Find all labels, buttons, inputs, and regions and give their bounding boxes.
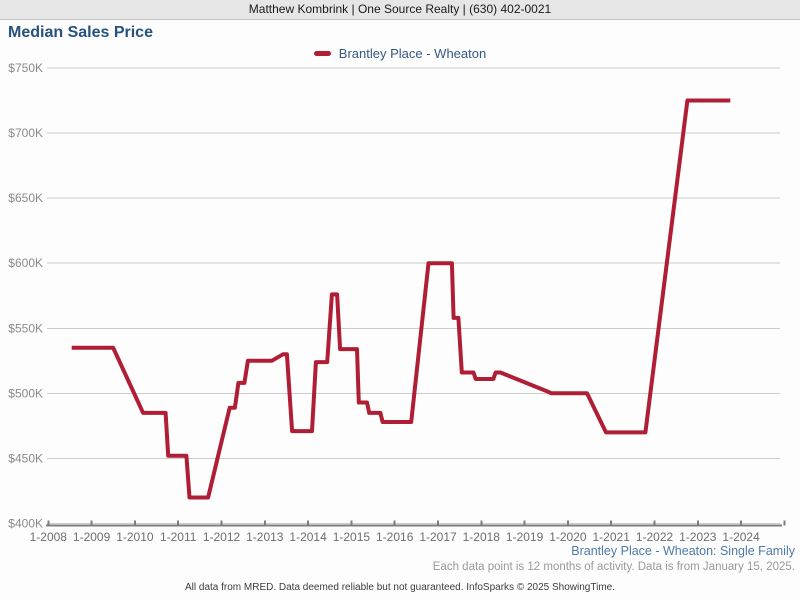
legend-line-swatch [313, 50, 331, 56]
legend-item-brantley-place-wheaton[interactable]: Brantley Place - Wheaton [0, 45, 800, 61]
x-tick-label: 1-2019 [506, 530, 544, 544]
data-period-footnote: Each data point is 12 months of activity… [432, 561, 795, 573]
x-tick-label: 1-2009 [73, 530, 111, 544]
y-tick-label: $550K [8, 321, 43, 335]
y-axis-labels: $750K $700K $650K $600K $550K $500K $450K $400K [8, 61, 43, 530]
x-tick-label: 1-2022 [636, 530, 674, 544]
series-footnote: Brantley Place - Wheaton: Single Family [571, 544, 795, 558]
x-tick-label: 1-2013 [246, 530, 284, 544]
y-tick-label: $400K [8, 516, 43, 530]
x-tick-label: 1-2016 [376, 530, 414, 544]
x-axis [46, 520, 786, 527]
x-tick-label: 1-2020 [549, 530, 587, 544]
y-tick-label: $500K [8, 386, 43, 400]
y-tick-label: $600K [8, 256, 43, 270]
y-tick-label: $450K [8, 451, 43, 465]
x-tick-label: 1-2024 [722, 530, 760, 544]
x-axis-labels: 1-2008 1-2009 1-2010 1-2011 1-2012 1-2013 1-20… [30, 530, 760, 544]
x-tick-label: 1-2008 [30, 530, 68, 544]
page-title: Median Sales Price [8, 24, 153, 41]
x-tick-label: 1-2017 [419, 530, 457, 544]
x-tick-label: 1-2015 [333, 530, 371, 544]
y-tick-label: $700K [8, 126, 43, 140]
x-tick-label: 1-2011 [160, 530, 197, 544]
x-tick-label: 1-2014 [289, 530, 327, 544]
header-bar: Matthew Kombrink | One Source Realty | (… [0, 0, 800, 20]
series-line-brantley-place-wheaton[interactable] [71, 98, 731, 500]
agent-contact-info: Matthew Kombrink | One Source Realty | (… [248, 2, 552, 16]
y-tick-label: $750K [8, 61, 43, 75]
x-tick-label: 1-2010 [116, 530, 154, 544]
x-tick-label: 1-2023 [679, 530, 717, 544]
disclaimer-footnote: All data from MRED. Data deemed reliable… [184, 582, 615, 593]
x-tick-label: 1-2018 [463, 530, 501, 544]
y-tick-label: $650K [8, 191, 43, 205]
legend-label: Brantley Place - Wheaton [338, 45, 487, 61]
x-tick-label: 1-2021 [593, 530, 631, 544]
grid-lines [47, 67, 780, 524]
x-tick-label: 1-2012 [203, 530, 241, 544]
